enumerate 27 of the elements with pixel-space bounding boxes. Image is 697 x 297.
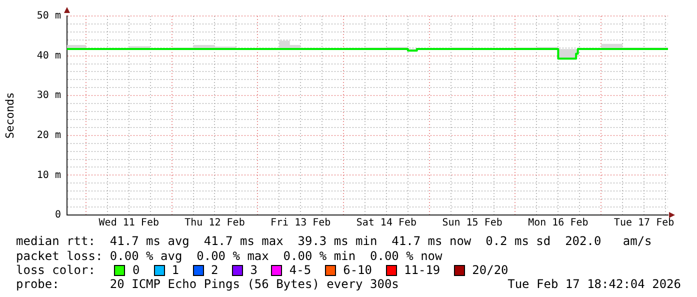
x-tick-label: Mon 16 Feb (528, 218, 588, 229)
text: 6-10 (343, 263, 372, 278)
text: Tue Feb 17 18:42:04 2026 (508, 277, 681, 292)
x-tick-label: Tue 17 Feb (614, 218, 674, 229)
x-tick-label: Wed 11 Feb (98, 218, 159, 229)
x-tick-label: Fri 13 Feb (270, 218, 331, 229)
text: median rtt: 41.7 ms avg 41.7 ms max 39.3 ms min 41.7 ms now 0.2 ms sd 202.0 am/s (16, 234, 652, 249)
y-tick-label: 50 m (36, 10, 61, 22)
y-tick-label: 40 m (36, 50, 61, 62)
y-tick-label: 0 (54, 210, 61, 221)
text: 3 (250, 263, 258, 278)
text: 0 (132, 263, 140, 278)
y-tick-label: 20 m (36, 130, 61, 141)
y-tick-label: 10 m (36, 170, 61, 181)
y-tick-label: 30 m (36, 90, 61, 102)
text: 11-19 (404, 263, 440, 278)
text: 20/20 (472, 263, 508, 278)
text: packet loss: 0.00 % avg 0.00 % max 0.00 % min 0.00 % now (16, 249, 442, 264)
text: loss color: (16, 263, 96, 278)
x-tick-label: Thu 12 Feb (184, 218, 245, 229)
x-tick-label: Sun 15 Feb (442, 218, 502, 229)
text: 1 (172, 263, 179, 278)
y-axis-title: Seconds (3, 92, 16, 139)
text: probe: 20 ICMP Echo Pings (56 Bytes) every 300s (16, 277, 399, 292)
text: 2 (210, 263, 218, 278)
x-tick-label: Sat 14 Feb (356, 218, 417, 229)
text: 4-5 (289, 263, 312, 278)
